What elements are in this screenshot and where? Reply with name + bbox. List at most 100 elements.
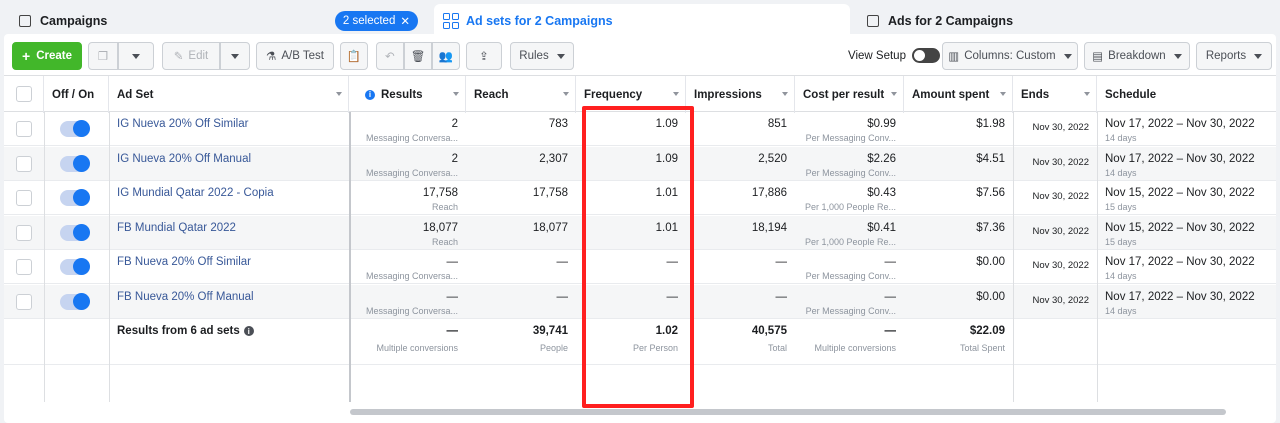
- chevron-down-icon: [556, 53, 565, 59]
- total-spent: $22.09 Total Spent: [904, 317, 1013, 353]
- sort-icon: [1000, 92, 1006, 96]
- adset-name-link[interactable]: IG Mundial Qatar 2022 - Copia: [117, 187, 274, 199]
- delete-button[interactable]: 🗑: [404, 42, 432, 70]
- cell-ends: Nov 30, 2022: [1032, 225, 1089, 237]
- header-spent-label: Amount spent: [912, 88, 990, 101]
- table-row[interactable]: FB Nueva 20% Off Similar — Messaging Conve…: [4, 250, 1276, 284]
- cell-cost-sub: Per Messaging Conv...: [805, 133, 896, 143]
- total-frequency-value: 1.02: [655, 325, 678, 337]
- frozen-column-divider[interactable]: [349, 112, 351, 402]
- tab-adsets[interactable]: Ad sets for 2 Campaigns: [434, 4, 850, 38]
- table-row[interactable]: IG Nueva 20% Off Manual 2 Messaging Conver…: [4, 146, 1276, 181]
- info-icon[interactable]: i: [365, 89, 375, 100]
- cell-cost: $0.99 Per Messaging Conv...: [795, 112, 904, 146]
- cell-results-sub: Messaging Conversa...: [365, 271, 458, 281]
- duplicate-icon: ❐: [97, 51, 109, 63]
- cell-schedule: Nov 17, 2022 – Nov 30, 2022 14 days: [1097, 250, 1276, 284]
- cell-results: 2 Messaging Conversa...: [357, 147, 466, 181]
- view-setup[interactable]: View Setup: [848, 48, 940, 63]
- close-icon[interactable]: ✕: [400, 16, 410, 28]
- adset-name-link[interactable]: IG Nueva 20% Off Similar: [117, 118, 249, 130]
- tab-campaigns-label: Campaigns: [40, 14, 108, 28]
- row-checkbox[interactable]: [16, 190, 32, 206]
- header-ends[interactable]: Ends: [1013, 76, 1097, 113]
- ad-icon: [866, 14, 880, 28]
- edit-button[interactable]: ✎ Edit: [162, 42, 220, 70]
- cell-schedule: Nov 17, 2022 – Nov 30, 2022 14 days: [1097, 147, 1276, 181]
- adset-name-link[interactable]: IG Nueva 20% Off Manual: [117, 152, 252, 165]
- duplicate-dropdown[interactable]: [118, 42, 154, 70]
- columns-icon: ▥: [948, 51, 960, 63]
- create-button[interactable]: + Create: [12, 42, 82, 70]
- cell-impressions-value: —: [775, 256, 788, 268]
- cell-impressions-value: —: [775, 290, 788, 303]
- breakdown-button[interactable]: ▤ Breakdown: [1084, 42, 1190, 70]
- cell-schedule-value: Nov 17, 2022 – Nov 30, 2022: [1105, 152, 1255, 165]
- table-row[interactable]: FB Mundial Qatar 2022 18,077 Reach 18,077 1.…: [4, 215, 1276, 250]
- header-frequency[interactable]: Frequency: [576, 76, 686, 113]
- info-icon[interactable]: i: [243, 326, 254, 336]
- on-off-toggle[interactable]: [60, 154, 90, 172]
- duplicate-button[interactable]: ❐: [88, 42, 118, 70]
- cell-reach: 18,077: [466, 216, 576, 250]
- header-reach[interactable]: Reach: [466, 76, 576, 113]
- cell-results: 18,077 Reach: [357, 216, 466, 250]
- rules-button[interactable]: Rules: [510, 42, 574, 70]
- tab-ads[interactable]: Ads for 2 Campaigns: [856, 4, 1272, 38]
- select-all-cell: [4, 76, 44, 113]
- edit-label: Edit: [188, 50, 209, 62]
- clipboard-button[interactable]: 📋: [340, 42, 368, 70]
- header-frequency-label: Frequency: [584, 88, 643, 101]
- header-schedule[interactable]: Schedule: [1097, 76, 1276, 113]
- header-results[interactable]: i Results: [357, 76, 466, 113]
- on-off-toggle[interactable]: [60, 120, 90, 137]
- adset-name-link[interactable]: FB Mundial Qatar 2022: [117, 221, 236, 234]
- select-all-checkbox[interactable]: [16, 86, 32, 102]
- table-row[interactable]: IG Nueva 20% Off Similar 2 Messaging Conve…: [4, 112, 1276, 146]
- header-spent[interactable]: Amount spent: [904, 76, 1013, 113]
- table-row[interactable]: FB Nueva 20% Off Manual — Messaging Conver…: [4, 284, 1276, 319]
- header-impressions[interactable]: Impressions: [686, 76, 795, 113]
- adset-name-link[interactable]: FB Nueva 20% Off Similar: [117, 256, 252, 268]
- cell-reach-value: 783: [548, 118, 568, 130]
- tab-campaigns[interactable]: Campaigns 2 selected ✕: [8, 4, 428, 38]
- adset-name-link[interactable]: FB Nueva 20% Off Manual: [117, 290, 254, 303]
- row-checkbox[interactable]: [16, 224, 32, 241]
- audience-button[interactable]: 👥: [432, 42, 460, 70]
- export-button[interactable]: ⇪: [466, 42, 502, 70]
- cell-frequency-value: —: [666, 256, 679, 268]
- cell-schedule-sub: 14 days: [1105, 167, 1137, 178]
- cell-spent: $4.51: [904, 147, 1013, 181]
- row-checkbox[interactable]: [16, 259, 32, 275]
- horizontal-scrollbar[interactable]: [350, 409, 1226, 415]
- view-setup-toggle[interactable]: [911, 48, 940, 63]
- total-impressions-value: 40,575: [751, 325, 787, 337]
- total-cost-sub: Multiple conversions: [814, 343, 896, 353]
- folder-icon: [18, 14, 32, 28]
- on-off-toggle[interactable]: [60, 258, 90, 275]
- view-setup-label: View Setup: [848, 49, 906, 62]
- row-checkbox[interactable]: [16, 155, 32, 172]
- chevron-down-icon: [231, 53, 239, 59]
- header-cost[interactable]: Cost per result: [795, 76, 904, 113]
- row-checkbox[interactable]: [16, 293, 32, 310]
- cell-schedule-sub: 14 days: [1105, 271, 1137, 281]
- row-checkbox[interactable]: [16, 121, 32, 137]
- cell-results: — Messaging Conversa...: [357, 250, 466, 284]
- selected-badge-text: 2 selected: [342, 15, 396, 27]
- undo-button[interactable]: ↶: [376, 42, 404, 70]
- on-off-toggle[interactable]: [60, 189, 90, 206]
- header-adset[interactable]: Ad Set: [109, 76, 349, 113]
- cell-results-value: 2: [451, 152, 458, 165]
- on-off-toggle[interactable]: [60, 292, 90, 310]
- cell-ends: Nov 30, 2022: [1032, 191, 1089, 202]
- ab-test-button[interactable]: ⚗ A/B Test: [256, 42, 334, 70]
- undo-icon: ↶: [385, 51, 395, 63]
- columns-button[interactable]: ▥ Columns: Custom: [942, 42, 1078, 70]
- selected-badge[interactable]: 2 selected ✕: [334, 11, 418, 31]
- edit-dropdown[interactable]: [220, 42, 250, 70]
- reports-button[interactable]: Reports: [1196, 42, 1272, 70]
- table-row[interactable]: IG Mundial Qatar 2022 - Copia 17,758 Reach…: [4, 181, 1276, 215]
- header-results-label: Results: [381, 88, 423, 101]
- on-off-toggle[interactable]: [60, 223, 90, 241]
